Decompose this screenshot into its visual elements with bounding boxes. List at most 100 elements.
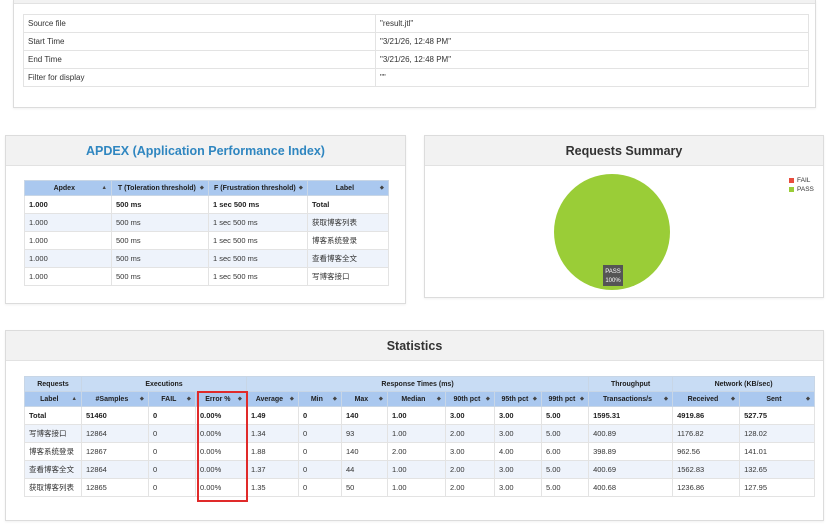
stats-column-header[interactable]: Min ◆ xyxy=(298,391,342,407)
stats-cell: 1.00 xyxy=(387,460,446,479)
pie-slice-pass[interactable] xyxy=(554,174,670,290)
stats-cell: 0 xyxy=(148,406,196,425)
stats-column-header[interactable]: 99th pct ◆ xyxy=(540,391,590,407)
apdex-cell: 1 sec 500 ms xyxy=(208,195,308,214)
stats-cell: 527.75 xyxy=(739,406,816,425)
apdex-column-header[interactable]: F (Frustration threshold) ◆ xyxy=(208,180,308,196)
group-header-throughput: Throughput xyxy=(588,376,674,392)
apdex-cell: 500 ms xyxy=(111,249,209,268)
table-row: Source file "result.jtl" xyxy=(23,14,809,33)
stats-cell: 3.00 xyxy=(494,460,542,479)
apdex-cell: 1.000 xyxy=(24,249,112,268)
stats-column-header[interactable]: Error % ◆ xyxy=(195,391,247,407)
stats-column-header[interactable]: Median ◆ xyxy=(387,391,446,407)
table-row: 获取博客列表 12865 0 0.00% 1.35 0 50 1.00 2.00 3.00 5.00… xyxy=(24,478,816,497)
apdex-title[interactable]: APDEX (Application Performance Index) xyxy=(86,143,325,158)
apdex-cell: 1.000 xyxy=(24,213,112,232)
table-row: 1.000 500 ms 1 sec 500 ms 博客系统登录 xyxy=(24,231,389,250)
stats-cell: 4919.86 xyxy=(672,406,741,425)
statistics-table: Requests Executions Response Times (ms) … xyxy=(24,376,816,497)
panel-header-strip xyxy=(14,0,815,4)
info-value: "result.jtl" xyxy=(375,14,809,33)
stats-cell: 12867 xyxy=(81,442,149,461)
pie-label-name: PASS xyxy=(605,269,621,275)
apdex-cell: 查看博客全文 xyxy=(307,249,389,268)
stats-cell: 1.00 xyxy=(387,478,446,497)
pie-chart[interactable]: PASS 100% xyxy=(425,136,825,299)
stats-column-header[interactable]: Label ▲ xyxy=(24,391,82,407)
stats-cell: 398.89 xyxy=(588,442,674,461)
pie-label-percent: 100% xyxy=(605,278,621,284)
stats-column-header[interactable]: Transactions/s ◆ xyxy=(588,391,674,407)
stats-cell: 2.00 xyxy=(445,424,495,443)
stats-cell: Total xyxy=(24,406,82,425)
stats-cell: 2.00 xyxy=(445,478,495,497)
stats-cell: 12864 xyxy=(81,424,149,443)
stats-column-header[interactable]: Sent ◆ xyxy=(739,391,816,407)
stats-cell: 0 xyxy=(148,442,196,461)
statistics-panel: Statistics Requests Executions Response … xyxy=(5,330,824,521)
stats-cell: 0.00% xyxy=(195,478,247,497)
stats-cell: 1595.31 xyxy=(588,406,674,425)
stats-cell: 1.34 xyxy=(246,424,299,443)
stats-cell: 4.00 xyxy=(494,442,542,461)
group-header-requests: Requests xyxy=(24,376,82,392)
test-info-table: Source file "result.jtl" Start Time "3/2… xyxy=(23,14,809,87)
stats-cell: 3.00 xyxy=(494,406,542,425)
legend-swatch-pass xyxy=(789,187,794,192)
stats-column-header[interactable]: #Samples ◆ xyxy=(81,391,149,407)
stats-cell: 0.00% xyxy=(195,442,247,461)
stats-cell: 1562.83 xyxy=(672,460,741,479)
legend-item-fail[interactable]: FAIL xyxy=(789,176,814,185)
stats-cell: 962.56 xyxy=(672,442,741,461)
stats-cell: 博客系统登录 xyxy=(24,442,82,461)
stats-cell: 12865 xyxy=(81,478,149,497)
table-row: End Time "3/21/26, 12:48 PM" xyxy=(23,50,809,69)
requests-summary-title: Requests Summary xyxy=(565,143,683,158)
stats-column-header[interactable]: FAIL ◆ xyxy=(148,391,196,407)
group-header-network: Network (KB/sec) xyxy=(672,376,816,392)
statistics-header: Statistics xyxy=(6,331,823,361)
stats-cell: 140 xyxy=(341,406,388,425)
apdex-cell: 1.000 xyxy=(24,267,112,286)
stats-cell: 写博客接口 xyxy=(24,424,82,443)
apdex-cell: 500 ms xyxy=(111,213,209,232)
stats-column-header[interactable]: Received ◆ xyxy=(672,391,741,407)
table-row: 查看博客全文 12864 0 0.00% 1.37 0 44 1.00 2.00 3.00 5.00… xyxy=(24,460,816,479)
apdex-panel: APDEX (Application Performance Index) Ap… xyxy=(5,135,406,304)
stats-column-header[interactable]: Max ◆ xyxy=(341,391,388,407)
stats-cell: 0 xyxy=(148,478,196,497)
sort-icon: ◆ xyxy=(378,396,383,402)
stats-column-header[interactable]: 90th pct ◆ xyxy=(445,391,495,407)
stats-cell: 0 xyxy=(148,424,196,443)
stats-cell: 140 xyxy=(341,442,388,461)
info-value: "" xyxy=(375,68,809,87)
stats-cell: 128.02 xyxy=(739,424,816,443)
sort-icon: ◆ xyxy=(436,396,441,402)
stats-cell: 获取博客列表 xyxy=(24,478,82,497)
apdex-column-header[interactable]: Apdex ▲ xyxy=(24,180,112,196)
legend-item-pass[interactable]: PASS xyxy=(789,185,814,194)
stats-cell: 12864 xyxy=(81,460,149,479)
apdex-header: APDEX (Application Performance Index) xyxy=(6,136,405,166)
stats-cell: 50 xyxy=(341,478,388,497)
apdex-cell: 写博客接口 xyxy=(307,267,389,286)
stats-cell: 0 xyxy=(298,406,342,425)
stats-cell: 1176.82 xyxy=(672,424,741,443)
chart-legend: FAIL PASS xyxy=(789,176,814,194)
stats-column-header[interactable]: Average ◆ xyxy=(246,391,299,407)
apdex-cell: 1 sec 500 ms xyxy=(208,267,308,286)
stats-column-header[interactable]: 95th pct ◆ xyxy=(494,391,542,407)
sort-asc-icon: ▲ xyxy=(101,185,107,191)
stats-cell: 127.95 xyxy=(739,478,816,497)
stats-cell: 400.68 xyxy=(588,478,674,497)
sort-icon: ◆ xyxy=(805,396,811,402)
apdex-cell: 1 sec 500 ms xyxy=(208,249,308,268)
stats-cell: 3.00 xyxy=(445,406,495,425)
apdex-column-header[interactable]: T (Toleration threshold) ◆ xyxy=(111,180,209,196)
table-row: 1.000 500 ms 1 sec 500 ms Total xyxy=(24,195,389,214)
stats-cell: 查看博客全文 xyxy=(24,460,82,479)
stats-cell: 44 xyxy=(341,460,388,479)
table-row: 1.000 500 ms 1 sec 500 ms 写博客接口 xyxy=(24,267,389,286)
apdex-column-header[interactable]: Label ◆ xyxy=(307,180,389,196)
